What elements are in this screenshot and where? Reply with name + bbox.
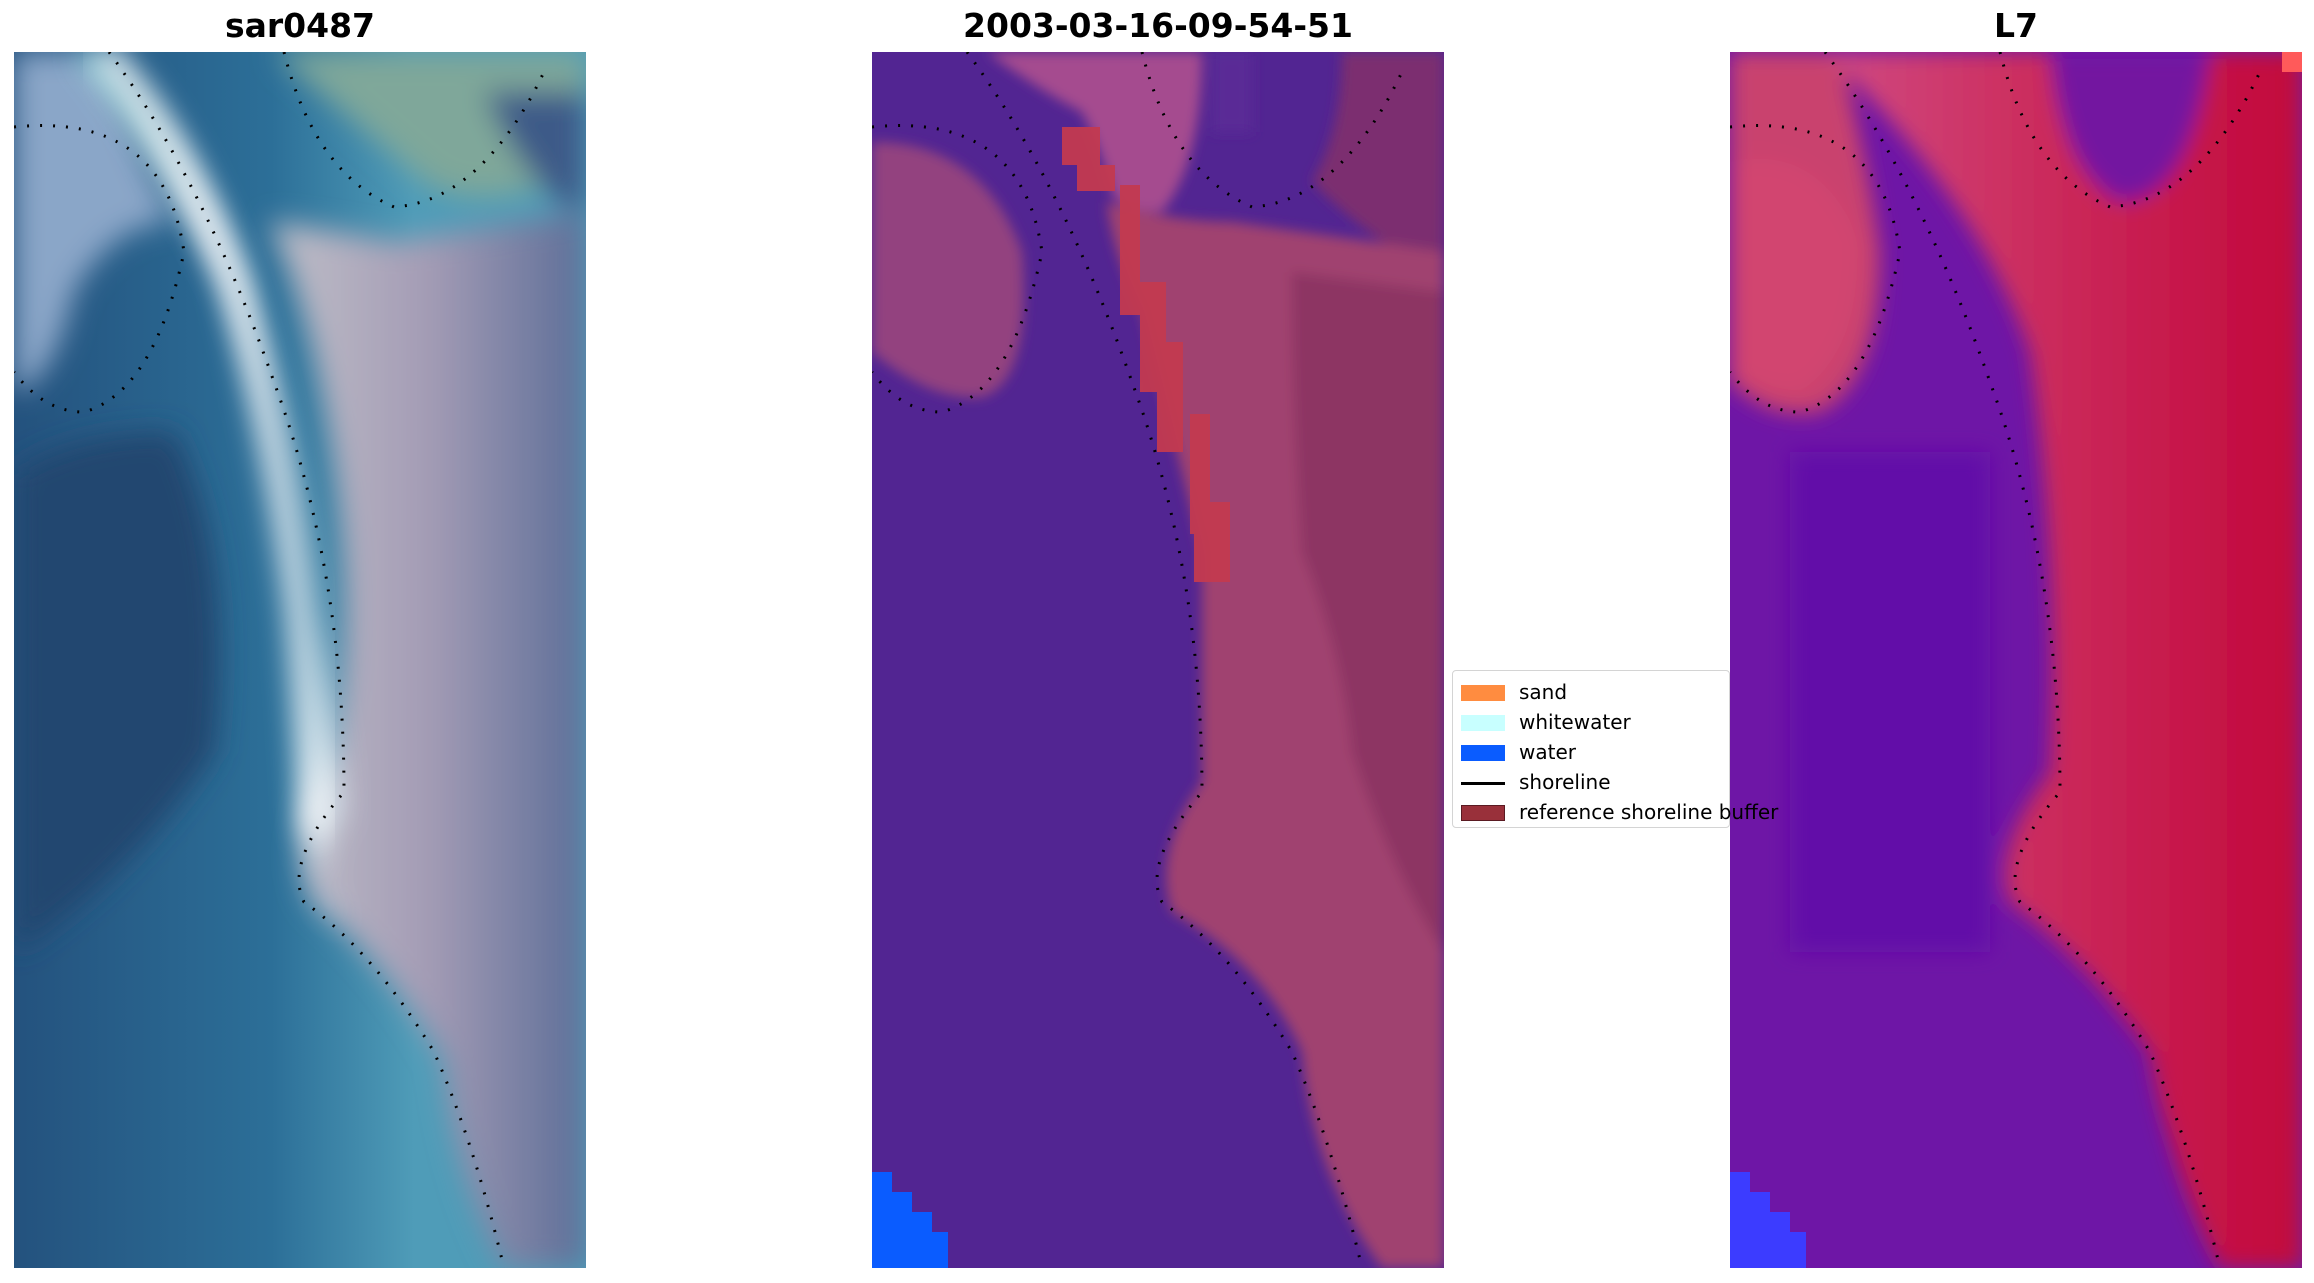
panel-title-classification: 2003-03-16-09-54-51 (963, 6, 1353, 45)
classification-panel (872, 52, 1444, 1268)
legend-item-shoreline: shoreline (1453, 767, 1729, 797)
panel-title-rgb: sar0487 (224, 6, 376, 45)
legend-label-sand: sand (1519, 680, 1568, 704)
legend-item-water: water (1453, 737, 1729, 767)
classification-image (872, 52, 1444, 1268)
legend: sand whitewater water shoreline referenc… (1452, 670, 1778, 828)
legend-label-reference-shoreline: reference shoreline buffer (1519, 800, 1779, 824)
legend-item-sand: sand (1453, 677, 1729, 707)
legend-label-water: water (1519, 740, 1576, 764)
shoreline-line-swatch (1461, 782, 1505, 785)
whitewater-swatch (1461, 715, 1505, 731)
legend-label-whitewater: whitewater (1519, 710, 1631, 734)
reference-shoreline-swatch (1461, 805, 1505, 821)
rgb-image-panel (14, 52, 586, 1268)
index-image-panel (1730, 52, 2302, 1268)
sand-swatch (1461, 685, 1505, 701)
legend-label-shoreline: shoreline (1519, 770, 1611, 794)
index-image (1730, 52, 2302, 1268)
rgb-image (14, 52, 586, 1268)
legend-item-reference-shoreline: reference shoreline buffer (1453, 797, 1778, 827)
water-swatch (1461, 745, 1505, 761)
legend-item-whitewater: whitewater (1453, 707, 1729, 737)
panel-title-index: L7 (1994, 6, 2038, 45)
